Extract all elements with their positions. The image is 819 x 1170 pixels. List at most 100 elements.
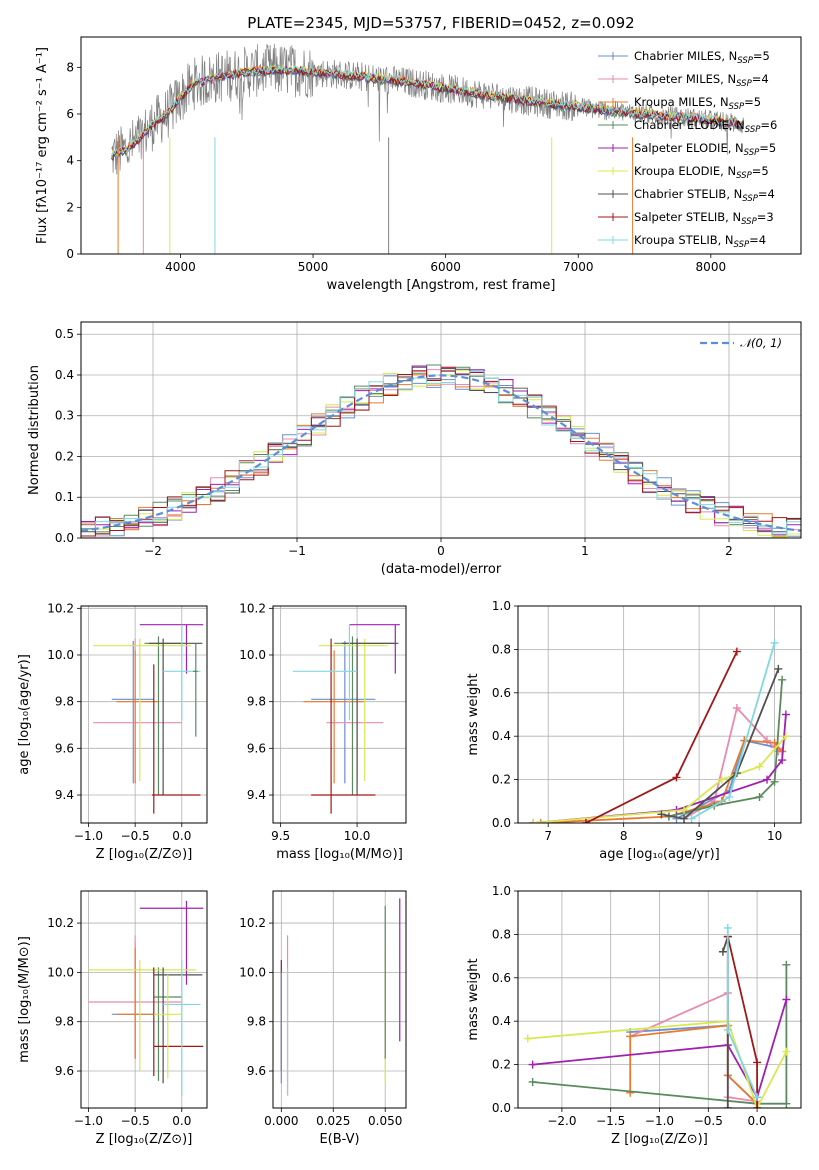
model-line-kroupa-stelib <box>111 64 744 158</box>
weight-marker <box>778 675 787 684</box>
y-tick-label: 10.2 <box>239 601 266 615</box>
legend-entry: Salpeter STELIB, NSSP=3 <box>634 210 774 227</box>
mass-ebv-panel-frame <box>272 890 407 1109</box>
weight-age-panel: 7 8 9 10 0.0 0.2 0.4 0.6 0.8 1.0 age [log₁₀(age/yr… <box>466 599 802 862</box>
legend-entry: Salpeter MILES, NSSP=4 <box>634 72 769 89</box>
weight-marker <box>763 736 772 745</box>
weight-line-chabrier-stelib <box>661 668 780 820</box>
y-axis-label: age [log₁₀(age/yr)] <box>17 654 32 775</box>
weight-z-marker <box>723 923 732 932</box>
legend-entry: Chabrier ELODIE, NSSP=6 <box>634 118 777 135</box>
weight-marker <box>770 777 779 786</box>
y-tick-label: 0.0 <box>492 816 511 830</box>
x-axis-label: E(B-V) <box>319 1132 359 1147</box>
y-tick-label: 0.6 <box>492 686 511 700</box>
y-tick-label: 10.2 <box>47 916 74 930</box>
x-tick-label: 9.5 <box>271 829 290 843</box>
spectrum-panel: 4000 5000 6000 7000 8000 0 2 4 6 8 wavelength [Ang… <box>35 14 802 293</box>
x-tick-label: 1 <box>581 544 589 558</box>
y-tick-label: 0.5 <box>55 327 74 341</box>
y-tick-label: 9.4 <box>247 788 266 802</box>
weight-z-marker <box>626 1032 635 1041</box>
y-tick-label: 1.0 <box>492 599 511 613</box>
age-mass-panel: 9.5 10.0 9.4 9.6 9.8 10.0 10.2 mass [log₁₀(M/M⊙… <box>239 601 407 862</box>
weight-z-marker <box>782 1047 791 1056</box>
weight-age-panel-frame <box>517 605 802 824</box>
y-tick-label: 9.8 <box>247 1015 266 1029</box>
y-tick-label: 0.6 <box>492 971 511 985</box>
residual-panel: −2 −1 0 1 2 0.0 0.1 0.2 0.3 0.4 0.5 (data-model)/er… <box>27 321 802 577</box>
legend-entry: Kroupa ELODIE, NSSP=5 <box>634 164 769 181</box>
weight-z-marker <box>626 1088 635 1097</box>
y-tick-label: 9.6 <box>55 1064 74 1078</box>
x-tick-label: −1.5 <box>596 1114 625 1128</box>
histogram-kroupa-stelib <box>81 370 801 535</box>
y-tick-label: 2 <box>66 200 74 214</box>
weight-z-panel-plot <box>518 891 801 1108</box>
age-z-panel-frame <box>80 605 208 824</box>
x-tick-label: 8 <box>620 829 628 843</box>
mass-ebv-panel: 0.000 0.025 0.050 9.6 9.8 10.0 10.2 E(B-V) <box>239 890 407 1147</box>
x-tick-label: 7000 <box>563 260 594 274</box>
weight-z-line-salpeter-stelib <box>726 936 758 1108</box>
y-tick-label: 0.0 <box>492 1101 511 1115</box>
weight-marker <box>717 775 726 784</box>
residual-panel-plot <box>81 322 801 538</box>
y-tick-label: 0.3 <box>55 409 74 423</box>
x-tick-label: −0.5 <box>694 1114 723 1128</box>
x-axis-label: Z [log₁₀(Z/Z⊙)] <box>96 1132 193 1147</box>
y-tick-label: 9.8 <box>55 1015 74 1029</box>
legend-entry: Chabrier STELIB, NSSP=4 <box>634 187 775 204</box>
weight-marker <box>755 792 764 801</box>
spectrum-panel-frame <box>80 36 802 255</box>
weight-z-marker <box>528 1060 537 1069</box>
weight-z-marker <box>782 1099 791 1108</box>
y-axis-label: mass weight <box>466 673 481 755</box>
x-tick-label: 0.0 <box>172 1114 191 1128</box>
spectrum-panel-plot <box>111 43 745 254</box>
weight-z-panel: −2.0 −1.5 −1.0 −0.5 0.0 0.0 0.2 0.4 0.6 0.8 1.0 Z [… <box>466 884 802 1147</box>
weight-z-marker <box>723 1104 732 1108</box>
x-tick-label: 0.000 <box>264 1114 298 1128</box>
legend-entry: Salpeter ELODIE, NSSP=5 <box>634 141 776 158</box>
y-axis-label: Flux [fλ10⁻¹⁷ erg cm⁻² s⁻¹ A⁻¹] <box>35 47 50 244</box>
y-axis-label: mass [log₁₀(M/M⊙)] <box>17 936 32 1063</box>
weight-z-marker <box>753 1104 762 1108</box>
x-axis-label: Z [log₁₀(Z/Z⊙)] <box>96 847 193 862</box>
y-axis-label: mass weight <box>466 958 481 1040</box>
weight-z-marker <box>718 947 727 956</box>
weight-marker <box>536 819 545 823</box>
y-tick-label: 0.2 <box>492 773 511 787</box>
x-axis-label: mass [log₁₀(M/M⊙)] <box>276 847 403 862</box>
x-tick-label: 6000 <box>430 260 461 274</box>
y-tick-label: 0.2 <box>55 449 74 463</box>
weight-marker <box>770 638 779 647</box>
x-tick-label: 2 <box>725 544 733 558</box>
x-axis-label: age [log₁₀(age/yr)] <box>599 847 720 862</box>
y-tick-label: 8 <box>66 60 74 74</box>
x-tick-label: 4000 <box>165 260 196 274</box>
x-tick-label: −1.0 <box>645 1114 674 1128</box>
x-tick-label: −2 <box>144 544 162 558</box>
x-tick-label: 9 <box>695 829 703 843</box>
x-tick-label: 8000 <box>696 260 727 274</box>
age-z-panel: −1.0 −0.5 0.0 9.4 9.6 9.8 10.0 10.2 Z [log₁₀(Z/Z… <box>17 601 208 862</box>
x-tick-label: 10 <box>767 829 782 843</box>
weight-z-marker <box>782 960 791 969</box>
y-axis-label: Normed distribution <box>27 365 42 495</box>
mass-z-panel-plot <box>81 891 207 1108</box>
y-tick-label: 10.2 <box>239 916 266 930</box>
x-tick-label: −1.0 <box>74 1114 103 1128</box>
weight-marker <box>778 756 787 765</box>
y-tick-label: 9.6 <box>247 1064 266 1078</box>
legend-entry: 𝒩(0, 1) <box>740 336 782 350</box>
y-tick-label: 9.6 <box>247 741 266 755</box>
weight-marker <box>672 773 681 782</box>
legend: Chabrier MILES, NSSP=5 Salpeter MILES, NS… <box>598 49 777 250</box>
x-tick-label: 10.0 <box>344 829 371 843</box>
x-axis-label: wavelength [Angstrom, rest frame] <box>327 278 556 293</box>
weight-marker <box>774 664 783 673</box>
y-tick-label: 10.0 <box>47 648 74 662</box>
age-mass-panel-plot <box>273 606 406 823</box>
y-tick-label: 10.0 <box>239 648 266 662</box>
